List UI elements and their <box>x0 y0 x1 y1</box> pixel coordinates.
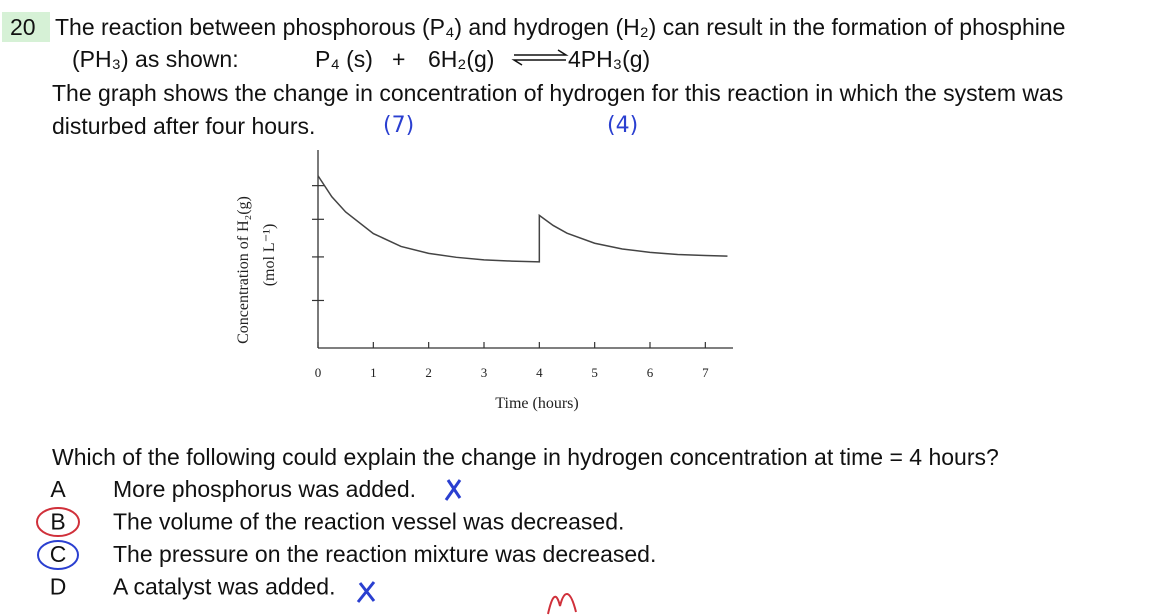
option-letter: B <box>50 509 65 535</box>
x-tick-label: 6 <box>647 365 654 380</box>
options: A More phosphorus was added. B The volume o… <box>50 476 657 600</box>
equilibrium-arrow <box>511 49 569 66</box>
number-highlight <box>2 12 50 42</box>
handwriting <box>36 479 577 615</box>
y-axis-unit: (mol L⁻¹) <box>261 224 278 287</box>
handwritten-note: (7) <box>383 113 414 138</box>
prompt: Which of the following could explain the… <box>52 444 999 470</box>
question-line: The graph shows the change in concentrat… <box>52 80 1063 106</box>
option-letter: C <box>50 541 67 567</box>
equation-term: + <box>392 46 405 72</box>
x-tick-label: 7 <box>702 365 709 380</box>
option-text: The pressure on the reaction mixture was… <box>113 541 656 567</box>
x-tick-label: 4 <box>536 365 543 380</box>
x-axis-label: Time (hours) <box>495 395 578 412</box>
equation-term: 6H₂(g) <box>428 46 494 72</box>
handwritten-note: (4) <box>607 113 638 138</box>
y-axis-label: Concentration of H₂(g) <box>235 196 252 344</box>
option-letter: A <box>50 476 66 502</box>
x-tick-label: 0 <box>315 365 322 380</box>
equation-term: P₄ (s) <box>315 46 373 72</box>
x-tick-label: 1 <box>370 365 377 380</box>
question-number: 20 <box>10 14 36 40</box>
equation-term: 4PH₃(g) <box>568 46 650 72</box>
graph: 0 1 2 3 4 5 6 7 Time (hours) Concentration of H₂(… <box>235 150 733 412</box>
option-text: A catalyst was added. <box>113 574 335 600</box>
x-tick-label: 2 <box>425 365 432 380</box>
option-letter: D <box>50 574 67 600</box>
option-text: The volume of the reaction vessel was de… <box>113 509 624 535</box>
option-text: More phosphorus was added. <box>113 476 416 502</box>
x-tick-label: 3 <box>481 365 488 380</box>
question-line: (PH₃) as shown: <box>72 46 239 72</box>
x-tick-label: 5 <box>591 365 598 380</box>
concentration-line <box>317 175 728 263</box>
question-line: The reaction between phosphorous (P₄) an… <box>55 14 1065 40</box>
question-line: disturbed after four hours. <box>52 113 315 139</box>
